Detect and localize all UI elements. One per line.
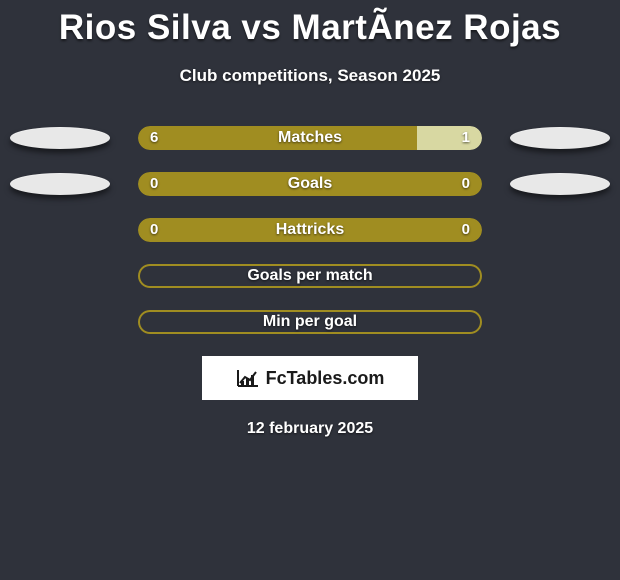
bar-segment-full bbox=[138, 218, 482, 242]
bar-track: 0 Goals 0 bbox=[138, 172, 482, 196]
chart-icon bbox=[236, 368, 260, 388]
bar-track: 6 Matches 1 bbox=[138, 126, 482, 150]
team-badge-left bbox=[10, 127, 110, 149]
bar-track: 0 Hattricks 0 bbox=[138, 218, 482, 242]
team-badge-left bbox=[10, 173, 110, 195]
branding-banner[interactable]: FcTables.com bbox=[202, 356, 418, 400]
stat-row-goals: 0 Goals 0 bbox=[0, 172, 620, 196]
bar-track: Goals per match bbox=[138, 264, 482, 288]
bar-segment-left bbox=[138, 126, 417, 150]
stat-row-goals-per-match: Goals per match bbox=[0, 264, 620, 288]
stat-row-matches: 6 Matches 1 bbox=[0, 126, 620, 150]
date-label: 12 february 2025 bbox=[0, 420, 620, 438]
bar-segment-full bbox=[138, 172, 482, 196]
bar-track: Min per goal bbox=[138, 310, 482, 334]
bar-segment-right bbox=[417, 126, 482, 150]
team-badge-right bbox=[510, 173, 610, 195]
stat-label: Goals per match bbox=[138, 264, 482, 288]
stat-label: Min per goal bbox=[138, 310, 482, 334]
stat-row-hattricks: 0 Hattricks 0 bbox=[0, 218, 620, 242]
branding-text: FcTables.com bbox=[266, 368, 385, 389]
comparison-chart: 6 Matches 1 0 Goals 0 0 Hattricks 0 Goal… bbox=[0, 126, 620, 334]
team-badge-right bbox=[510, 127, 610, 149]
subtitle: Club competitions, Season 2025 bbox=[0, 66, 620, 86]
page-title: Rios Silva vs MartÃnez Rojas bbox=[0, 0, 620, 48]
stat-row-min-per-goal: Min per goal bbox=[0, 310, 620, 334]
